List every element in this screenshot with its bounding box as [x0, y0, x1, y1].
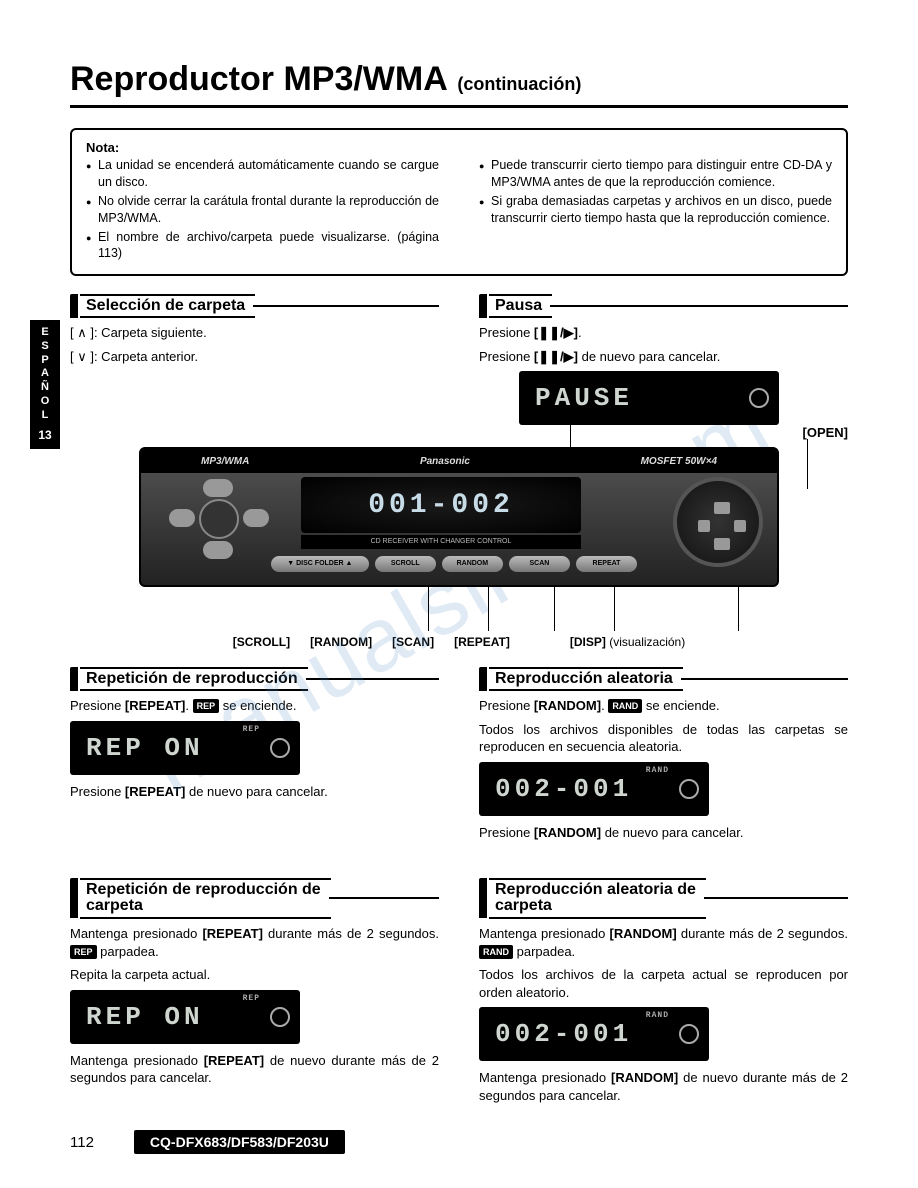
label-random: [RANDOM] — [310, 635, 372, 649]
language-tab: ESPAÑOL 13 — [30, 320, 60, 449]
section-title: Reproducción aleatoria decarpeta — [489, 878, 706, 920]
car-stereo-device: MP3/WMA Panasonic MOSFET 50W×4 001-002 C… — [139, 447, 779, 587]
section-title: Reproducción aleatoria — [489, 667, 683, 691]
lcd-display-rep: REP ON REP — [70, 721, 300, 775]
page-title-row: Reproductor MP3/WMA (continuación) — [70, 60, 848, 108]
device-dial — [653, 477, 763, 567]
lcd-display-rand: 002-001 RAND — [479, 762, 709, 816]
note-item: La unidad se encenderá automáticamente c… — [86, 157, 439, 191]
leader-line — [807, 439, 808, 489]
lcd-display-rand-folder: 002-001 RAND — [479, 1007, 709, 1061]
brand-right: MOSFET 50W×4 — [641, 456, 717, 467]
section-pausa: Pausa Presione [❚❚/▶]. Presione [❚❚/▶] d… — [479, 294, 848, 433]
text-line: Presione [RANDOM] de nuevo para cancelar… — [479, 824, 848, 842]
button-labels-row: [SCROLL] [RANDOM] [SCAN] [REPEAT] [DISP]… — [70, 635, 848, 649]
note-item: No olvide cerrar la carátula frontal dur… — [86, 193, 439, 227]
lcd-display-pause: PAUSE — [519, 371, 779, 425]
logo-icon — [270, 1007, 290, 1027]
text-line: Todos los archivos de la carpeta actual … — [479, 966, 848, 1001]
logo-icon — [270, 738, 290, 758]
text-line: Todos los archivos disponibles de todas … — [479, 721, 848, 756]
text-line: [ ∧ ]: Carpeta siguiente. — [70, 324, 439, 342]
device-button: SCROLL — [375, 556, 436, 572]
device-button: REPEAT — [576, 556, 637, 572]
device-screen: 001-002 — [301, 477, 581, 533]
text-line: Presione [REPEAT] de nuevo para cancelar… — [70, 783, 439, 801]
logo-icon — [679, 779, 699, 799]
brand-mid: Panasonic — [420, 456, 470, 467]
section-title: Pausa — [489, 294, 552, 318]
section-repeticion: Repetición de reproducción Presione [REP… — [70, 667, 439, 847]
lang-letters: ESPAÑOL — [30, 326, 60, 422]
leader-line — [614, 587, 615, 631]
device-subbar: CD RECEIVER WITH CHANGER CONTROL — [301, 535, 581, 549]
page-title-sub: (continuación) — [457, 74, 581, 94]
indicator-badge: REP — [70, 945, 97, 959]
label-disp: [DISP] — [570, 635, 606, 649]
logo-icon — [749, 388, 769, 408]
device-button: RANDOM — [442, 556, 503, 572]
text-line: Repita la carpeta actual. — [70, 966, 439, 984]
device-button: ▼ DISC FOLDER ▲ — [271, 556, 369, 572]
text-line: Presione [RANDOM]. RAND se enciende. — [479, 697, 848, 715]
indicator-badge: RAND — [608, 699, 642, 713]
note-item: Si graba demasiadas carpetas y archivos … — [479, 193, 832, 227]
text-line: Presione [❚❚/▶] de nuevo para cancelar. — [479, 348, 848, 366]
label-repeat: [REPEAT] — [454, 635, 510, 649]
text-line: Mantenga presionado [REPEAT] de nuevo du… — [70, 1052, 439, 1087]
section-title: Repetición de reproducción decarpeta — [80, 878, 331, 920]
device-dpad — [169, 479, 269, 559]
device-button: SCAN — [509, 556, 570, 572]
note-item: Puede transcurrir cierto tiempo para dis… — [479, 157, 832, 191]
label-scroll: [SCROLL] — [233, 635, 290, 649]
indicator-badge: RAND — [479, 945, 513, 959]
device-top-bar: MP3/WMA Panasonic MOSFET 50W×4 — [141, 449, 777, 473]
section-aleatoria: Reproducción aleatoria Presione [RANDOM]… — [479, 667, 848, 847]
text-line: Mantenga presionado [RANDOM] durante más… — [479, 925, 848, 960]
note-col-right: Puede transcurrir cierto tiempo para dis… — [479, 157, 832, 264]
device-button-row: ▼ DISC FOLDER ▲ SCROLL RANDOM SCAN REPEA… — [271, 551, 637, 577]
section-title: Repetición de reproducción — [80, 667, 308, 691]
leader-line — [738, 587, 739, 631]
leader-line — [488, 587, 489, 631]
label-disp-note: (visualización) — [609, 635, 685, 649]
section-ale-carpeta: Reproducción aleatoria decarpeta Manteng… — [479, 878, 848, 1111]
note-heading: Nota: — [86, 140, 832, 155]
leader-line — [428, 587, 429, 631]
text-line: Presione [❚❚/▶]. — [479, 324, 848, 342]
open-label: [OPEN] — [803, 425, 849, 440]
label-scan: [SCAN] — [392, 635, 434, 649]
brand-left: MP3/WMA — [201, 456, 249, 467]
section-rep-carpeta: Repetición de reproducción decarpeta Man… — [70, 878, 439, 1111]
lang-page: 13 — [30, 428, 60, 443]
leader-line — [554, 587, 555, 631]
text-line: [ ∨ ]: Carpeta anterior. — [70, 348, 439, 366]
note-col-left: La unidad se encenderá automáticamente c… — [86, 157, 439, 264]
logo-icon — [679, 1024, 699, 1044]
section-title: Selección de carpeta — [80, 294, 255, 318]
page-title: Reproductor MP3/WMA — [70, 60, 448, 98]
model-badge: CQ-DFX683/DF583/DF203U — [134, 1130, 345, 1154]
page-number: 112 — [70, 1134, 94, 1151]
note-item: El nombre de archivo/carpeta puede visua… — [86, 229, 439, 263]
text-line: Mantenga presionado [REPEAT] durante más… — [70, 925, 439, 960]
text-line: Mantenga presionado [RANDOM] de nuevo du… — [479, 1069, 848, 1104]
section-seleccion: Selección de carpeta [ ∧ ]: Carpeta sigu… — [70, 294, 439, 433]
note-box: Nota: La unidad se encenderá automáticam… — [70, 128, 848, 276]
page-footer: 112 CQ-DFX683/DF583/DF203U — [70, 1130, 345, 1154]
indicator-badge: REP — [193, 699, 220, 713]
lcd-display-rep-folder: REP ON REP — [70, 990, 300, 1044]
device-area: [OPEN] MP3/WMA Panasonic MOSFET 50W×4 00… — [70, 447, 848, 587]
text-line: Presione [REPEAT]. REP se enciende. — [70, 697, 439, 715]
